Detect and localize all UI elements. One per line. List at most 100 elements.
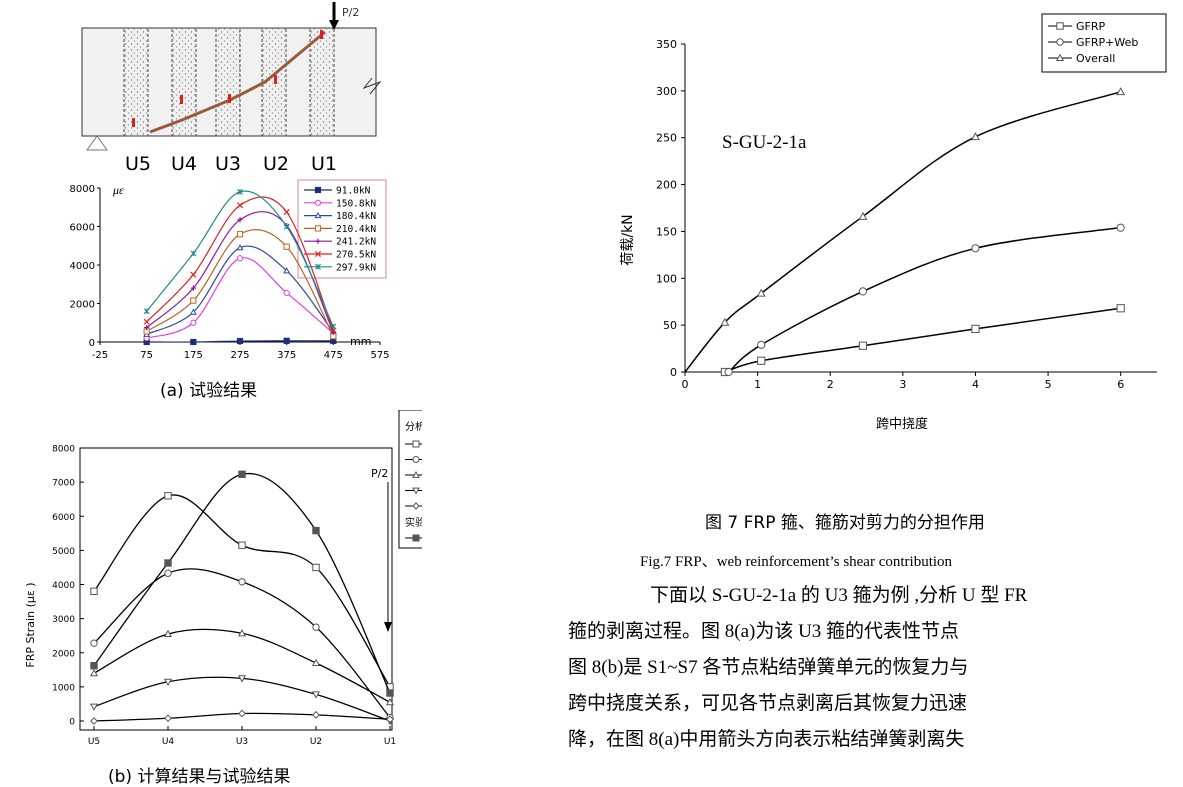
data-point	[386, 715, 394, 724]
series-line	[93, 494, 391, 688]
data-point	[1116, 223, 1125, 232]
x-tick-label: 475	[324, 350, 343, 361]
legend-marker	[314, 250, 322, 258]
plot-frame	[79, 447, 393, 731]
y-tick-label: 6000	[52, 513, 75, 523]
data-point	[236, 337, 244, 345]
series-line	[728, 226, 1121, 373]
load-arrow-head	[329, 20, 339, 30]
data-point	[330, 323, 337, 330]
ylabel-c: 荷载/kN	[620, 214, 636, 265]
body-paragraph: 下面以 S-GU-2-1a 的 U3 箍为例 ,分析 U 型 FR 箍的剥离过程…	[568, 578, 1183, 758]
load-arrow-b-head	[384, 622, 392, 632]
y-tick-label: 0	[69, 718, 75, 728]
debond-mark	[320, 30, 323, 39]
data-point	[283, 223, 290, 230]
legend-label: 297.9kN	[336, 262, 376, 273]
y-tick-label: 7000	[52, 479, 75, 489]
debond-mark	[180, 95, 183, 104]
support-triangle	[86, 135, 108, 151]
x-tick-label: U3	[236, 737, 248, 747]
data-point	[312, 526, 320, 535]
data-point	[311, 691, 321, 699]
data-point	[237, 675, 247, 683]
beam-diagram: P/2 U5 U4 U3 U2 U1	[81, 2, 382, 175]
y-tick-label: 6000	[70, 223, 95, 234]
y-tick-label: 100	[656, 272, 677, 285]
x-tick-label: -25	[92, 350, 108, 361]
x-tick-label: 1	[754, 378, 761, 391]
x-tick-label: 3	[899, 378, 906, 391]
data-point	[971, 132, 980, 141]
load-label: P/2	[342, 6, 359, 19]
data-point	[163, 629, 173, 638]
y-tick-label: 200	[656, 179, 677, 192]
data-point	[89, 668, 99, 677]
series-line	[93, 628, 391, 703]
beam-label-u3: U3	[215, 153, 241, 175]
fig7-caption-cn: 图 7 FRP 箍、箍筋对剪力的分担作用	[705, 513, 985, 533]
data-point	[238, 541, 246, 549]
debond-mark	[132, 118, 135, 127]
x-tick-label: U1	[384, 737, 396, 747]
data-point	[283, 267, 291, 274]
legend-marker	[412, 470, 420, 478]
y-tick-label: 4000	[70, 261, 95, 272]
x-tick-label: U2	[310, 737, 322, 747]
data-point	[236, 231, 244, 238]
legend-marker	[314, 186, 322, 194]
data-point	[283, 209, 290, 216]
load-label-b: P/2	[371, 467, 388, 480]
legend-marker	[412, 487, 420, 495]
legend-marker	[412, 456, 420, 463]
x-tick-label: U5	[88, 737, 100, 747]
data-point	[190, 319, 197, 326]
data-point	[164, 714, 172, 723]
data-point	[311, 658, 321, 667]
ylabel-b: FRP Strain (με )	[24, 582, 37, 667]
legend-marker	[314, 225, 322, 232]
debond-mark	[274, 75, 277, 84]
x-tick-label: 0	[682, 378, 689, 391]
data-point	[238, 578, 246, 586]
beam-label-u4: U4	[171, 153, 197, 175]
legend-title-test: 实验	[405, 516, 422, 529]
break-symbol	[362, 77, 382, 95]
legend-marker	[1056, 22, 1064, 30]
data-point	[190, 250, 197, 257]
chart-b: FRP Strain (με ) 分析 实验 P/2 0 1000 2000 3000…	[24, 410, 422, 747]
stirrup-u1	[309, 27, 335, 137]
data-point	[237, 188, 243, 195]
data-point	[90, 662, 98, 670]
data-point	[164, 559, 172, 567]
data-point	[312, 623, 320, 631]
legend-label: GFRP	[1076, 20, 1105, 33]
data-point	[190, 338, 197, 346]
paragraph-line-3: 图 8(b)是 S1~S7 各节点粘结弹簧单元的恢复力与	[568, 657, 969, 678]
data-point	[236, 202, 244, 209]
y-tick-label: 2000	[52, 649, 75, 659]
data-point	[89, 703, 99, 711]
data-point	[190, 285, 196, 291]
data-point	[236, 244, 244, 251]
legend-marker	[315, 238, 321, 244]
data-point	[757, 356, 766, 365]
data-point	[237, 217, 243, 223]
data-point	[90, 717, 98, 725]
x-tick-label: 575	[370, 350, 389, 361]
x-tick-label: 4	[972, 378, 979, 391]
y-tick-label: 1000	[52, 683, 75, 693]
data-point	[236, 255, 244, 262]
data-point	[283, 337, 290, 344]
data-point	[283, 243, 290, 250]
data-point	[238, 709, 246, 718]
legend-label: 180.4kN	[336, 211, 376, 222]
caption-a: (a) 试验结果	[160, 381, 258, 401]
data-point	[724, 367, 733, 377]
legend-marker	[1055, 53, 1065, 62]
x-tick-label: 175	[184, 350, 203, 361]
paragraph-line-5: 降，在图 8(a)中用箭头方向表示粘结弹簧剥离失	[568, 729, 965, 750]
y-tick-label: 0	[89, 338, 95, 349]
data-point	[143, 308, 150, 315]
